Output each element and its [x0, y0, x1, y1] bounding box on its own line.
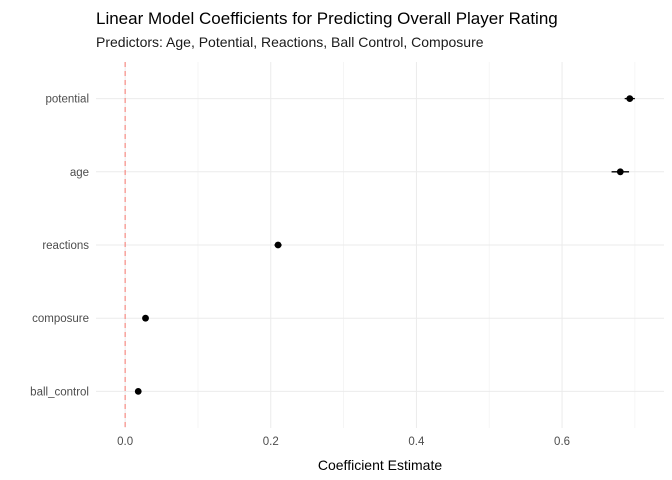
y-tick-labels: ball_control composure reactions age potenti… — [30, 94, 89, 399]
x-tick-labels: 0.0 0.2 0.4 0.6 — [117, 436, 570, 448]
x-tick-label: 0.0 — [117, 436, 133, 448]
x-axis-title: Coefficient Estimate — [318, 457, 442, 473]
point-reactions — [274, 241, 282, 249]
point-composure — [142, 314, 149, 322]
x-tick-label: 0.4 — [408, 436, 425, 448]
point-potential — [626, 95, 634, 102]
grid — [96, 62, 664, 428]
y-tick-label: composure — [32, 313, 89, 325]
y-tick-label: ball_control — [30, 386, 89, 398]
x-tick-label: 0.2 — [263, 436, 279, 448]
points-layer — [134, 95, 634, 395]
x-tick-label: 0.6 — [554, 436, 570, 448]
point-age — [616, 168, 624, 176]
chart-title: Linear Model Coefficients for Predicting… — [96, 9, 558, 28]
y-tick-label: potential — [46, 94, 89, 106]
y-tick-label: reactions — [42, 240, 89, 252]
y-tick-label: age — [70, 167, 89, 179]
point-ball_control — [134, 388, 142, 395]
chart-subtitle: Predictors: Age, Potential, Reactions, B… — [96, 34, 484, 50]
